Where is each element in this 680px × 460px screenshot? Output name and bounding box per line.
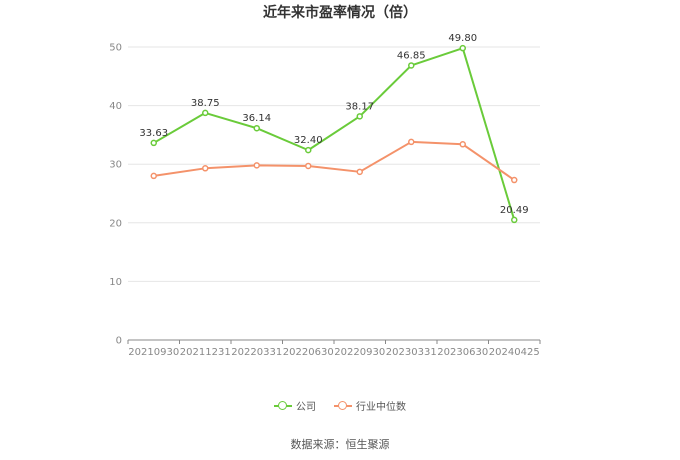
- data-label: 32.40: [294, 135, 323, 146]
- data-point: [253, 162, 260, 169]
- x-tick-label: 20230331: [386, 347, 437, 358]
- y-tick-label: 10: [109, 277, 122, 288]
- data-point: [511, 216, 518, 224]
- legend-item-company[interactable]: 公司: [274, 398, 316, 413]
- data-point: [408, 62, 415, 69]
- legend-swatch-company: [274, 400, 292, 411]
- series-line-0: [153, 47, 516, 221]
- series-line-1: [153, 140, 515, 181]
- legend-label-company: 公司: [296, 402, 316, 413]
- x-tick-label: 20211231: [180, 347, 231, 358]
- data-label: 33.63: [139, 128, 168, 139]
- data-point: [305, 146, 312, 154]
- legend-item-industry-median[interactable]: 行业中位数: [334, 398, 406, 413]
- x-tick-label: 20220930: [334, 347, 385, 358]
- data-point: [305, 162, 312, 170]
- data-point: [459, 44, 466, 52]
- data-source-note: 数据来源：恒生聚源: [290, 438, 390, 451]
- data-point: [150, 172, 157, 180]
- chart-title: 近年来市盈率情况（倍）: [263, 5, 417, 21]
- data-point: [150, 139, 157, 147]
- data-point: [511, 176, 518, 184]
- data-point: [202, 165, 209, 172]
- x-tick-label: 20240425: [489, 347, 540, 358]
- y-tick-label: 40: [109, 101, 122, 112]
- y-tick-label: 50: [109, 43, 122, 54]
- data-label: 49.80: [448, 33, 477, 44]
- x-tick-label: 20220331: [231, 347, 282, 358]
- data-label: 38.75: [191, 98, 220, 109]
- data-point: [459, 141, 466, 148]
- data-label: 36.14: [242, 113, 271, 124]
- legend-swatch-industry-median: [334, 400, 352, 411]
- y-tick-label: 20: [109, 218, 122, 229]
- data-point: [408, 138, 415, 146]
- data-label: 20.49: [500, 205, 529, 216]
- legend-label-industry-median: 行业中位数: [356, 402, 406, 413]
- y-tick-label: 0: [116, 336, 122, 347]
- data-label: 46.85: [397, 50, 426, 61]
- chart-legend: 公司 行业中位数: [0, 398, 680, 413]
- data-point: [202, 109, 209, 117]
- data-label: 38.17: [345, 101, 374, 112]
- x-tick-label: 20230630: [437, 347, 488, 358]
- data-point: [356, 113, 363, 120]
- data-point: [356, 168, 363, 176]
- x-tick-label: 20210930: [128, 347, 179, 358]
- x-tick-label: 20220630: [283, 347, 334, 358]
- data-point: [253, 124, 260, 132]
- y-tick-label: 30: [109, 160, 122, 171]
